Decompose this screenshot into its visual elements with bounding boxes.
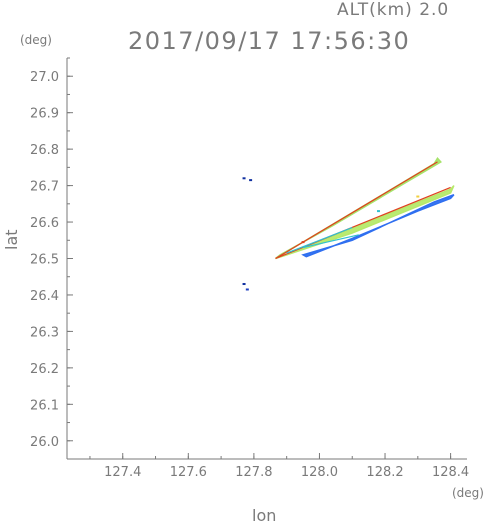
y-tick-label: 26.1 [30,398,59,413]
y-axis-unit: (deg) [20,33,52,47]
echo-speck-6 [416,195,420,198]
y-tick-label: 26.0 [30,435,59,450]
y-tick-label: 26.7 [30,180,59,195]
y-tick-label: 26.9 [30,107,59,122]
radar-beam-1 [275,185,455,260]
x-axis-label: lon [252,506,277,525]
y-tick-label: 26.8 [30,143,59,158]
x-tick-label: 127.8 [235,465,272,480]
y-tick-label: 27.0 [30,70,59,85]
echo-speck-2 [242,283,246,286]
x-tick-label: 128.0 [301,465,338,480]
y-tick-label: 26.5 [30,253,59,268]
x-tick-label: 128.2 [366,465,403,480]
y-tick-label: 26.6 [30,216,59,231]
echo-speck-0 [242,177,246,180]
x-axis-unit: (deg) [452,486,484,500]
echo-line-2 [286,226,353,254]
radar-beam-2 [301,193,455,258]
echo-speck-5 [376,210,380,213]
x-tick-label: 127.4 [104,465,141,480]
y-tick-label: 26.3 [30,325,59,340]
echo-line-3 [302,234,359,249]
axes: 26.0 26.1 26.2 26.3 26.4 26.5 26.6 26.7 26.8 26.9… [30,57,469,480]
altitude-label: ALT(km) 2.0 [337,0,450,20]
x-tick-label: 127.6 [170,465,207,480]
echo-line-1 [275,186,451,260]
timestamp-title: 2017/09/17 17:56:30 [128,27,411,55]
echo-line-0 [275,161,438,260]
y-tick-label: 26.4 [30,289,59,304]
y-tick-label: 26.2 [30,362,59,377]
echo-speck-1 [249,179,253,182]
x-tick-label: 128.4 [432,465,469,480]
radar-echo-marks [242,157,455,291]
echo-speck-3 [245,288,249,291]
echo-speck-4 [301,241,305,244]
